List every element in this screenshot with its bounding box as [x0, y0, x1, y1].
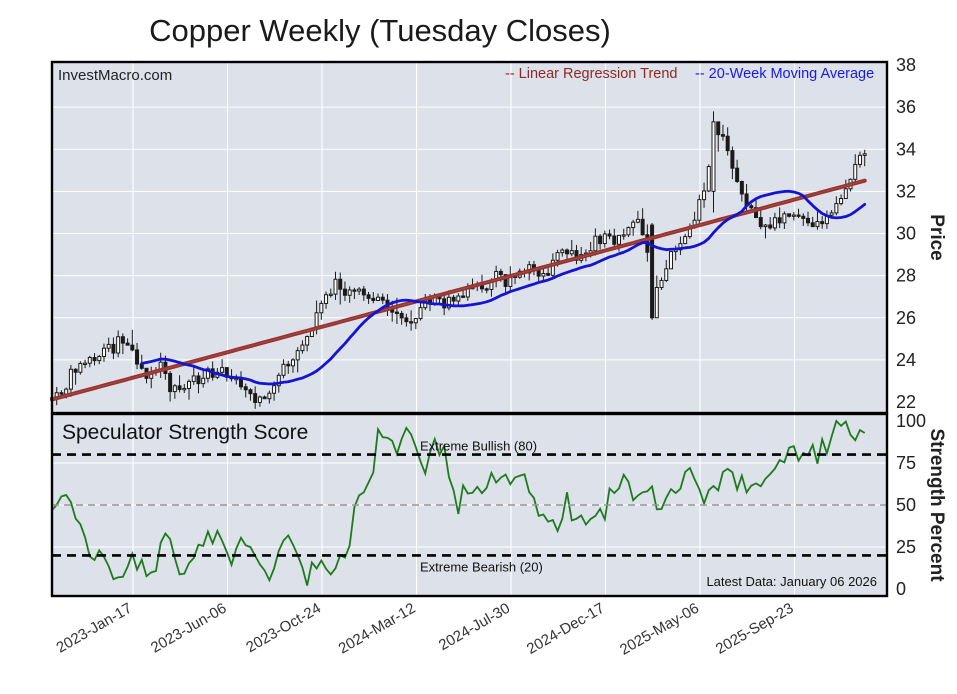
svg-text:2024-Jul-30: 2024-Jul-30	[436, 600, 513, 654]
svg-text:2023-Jan-17: 2023-Jan-17	[54, 600, 135, 657]
svg-text:-- 20-Week Moving Average: -- 20-Week Moving Average	[695, 66, 874, 82]
svg-text:22: 22	[896, 392, 916, 412]
svg-text:50: 50	[896, 495, 916, 515]
svg-text:2024-Dec-17: 2024-Dec-17	[524, 600, 608, 658]
svg-text:Latest Data: January 06 2026: Latest Data: January 06 2026	[706, 574, 877, 589]
svg-text:2023-Oct-24: 2023-Oct-24	[243, 600, 324, 656]
svg-text:38: 38	[896, 55, 916, 75]
svg-text:Strength Percent: Strength Percent	[926, 428, 947, 582]
svg-text:24: 24	[896, 350, 916, 370]
svg-text:2023-Jun-06: 2023-Jun-06	[148, 600, 229, 657]
svg-text:2025-Sep-23: 2025-Sep-23	[713, 600, 797, 658]
svg-text:100: 100	[896, 411, 926, 431]
svg-text:34: 34	[896, 139, 916, 159]
svg-text:36: 36	[896, 97, 916, 117]
svg-text:Extreme Bullish (80): Extreme Bullish (80)	[420, 439, 537, 454]
svg-text:Price: Price	[926, 214, 947, 260]
svg-text:25: 25	[896, 537, 916, 557]
svg-text:75: 75	[896, 453, 916, 473]
svg-text:32: 32	[896, 181, 916, 201]
svg-text:Extreme Bearish (20): Extreme Bearish (20)	[420, 559, 543, 574]
svg-text:28: 28	[896, 266, 916, 286]
svg-text:-- Linear Regression Trend: -- Linear Regression Trend	[505, 66, 677, 82]
svg-text:2025-May-06: 2025-May-06	[617, 600, 702, 659]
svg-text:2024-Mar-12: 2024-Mar-12	[336, 600, 419, 658]
svg-text:26: 26	[896, 308, 916, 328]
svg-text:30: 30	[896, 224, 916, 244]
svg-text:InvestMacro.com: InvestMacro.com	[58, 67, 172, 84]
svg-text:Speculator Strength Score: Speculator Strength Score	[62, 421, 308, 444]
svg-text:0: 0	[896, 579, 906, 599]
